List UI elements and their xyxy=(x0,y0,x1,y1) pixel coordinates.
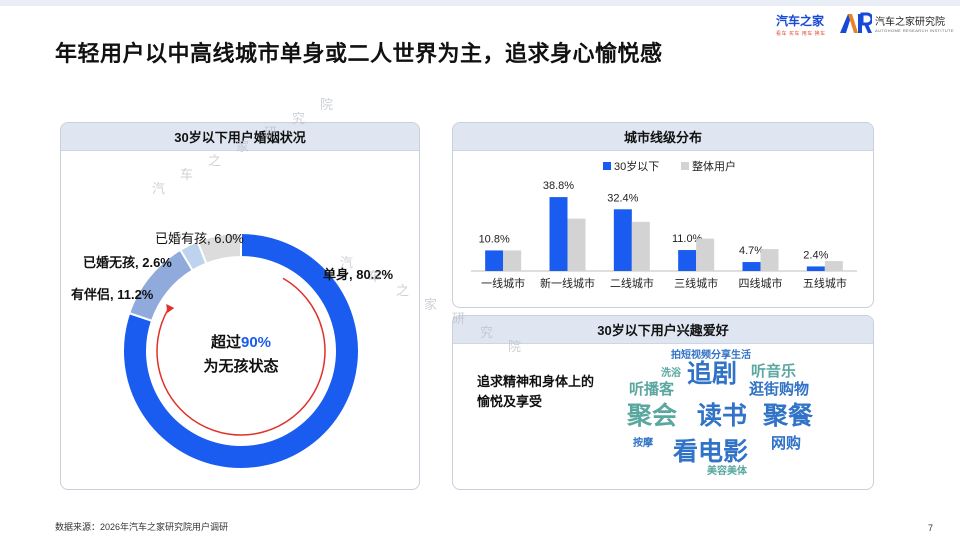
city-tier-header: 城市线级分布 xyxy=(453,123,873,151)
autohome-logo-text: 汽车之家 xyxy=(776,14,825,28)
bar-value-label-3: 11.0% xyxy=(672,233,703,245)
hobby-description-line1: 追求精神和身体上的 xyxy=(477,374,595,389)
institute-name-en: AUTOHOME RESEARCH INSTITUTE xyxy=(875,28,954,33)
word-cloud-term: 听播客 xyxy=(629,380,675,398)
donut-label-single: 单身, 80.2% xyxy=(323,267,394,282)
watermark-char: 院 xyxy=(320,97,334,112)
word-cloud-term: 拍短视频分享生活 xyxy=(671,350,751,361)
donut-center-line2: 为无孩状态 xyxy=(203,357,278,375)
word-cloud-term: 按摩 xyxy=(633,438,653,449)
bar-1-2 xyxy=(631,221,650,271)
research-institute-logo: 汽车之家研究院 AUTOHOME RESEARCH INSTITUTE xyxy=(838,12,954,34)
donut-slice-married-with-child xyxy=(196,231,242,265)
word-cloud-term: 洗浴 xyxy=(661,368,681,379)
autohome-logo-slogan: 看车 买车 用车 换车 xyxy=(776,31,826,37)
word-cloud-term: 网购 xyxy=(771,434,802,452)
x-tick-label-2: 二线城市 xyxy=(610,276,654,290)
bar-1-0 xyxy=(503,250,522,271)
word-cloud-term: 逛街购物 xyxy=(749,380,810,398)
word-cloud-term: 听音乐 xyxy=(751,362,797,380)
bar-0-2 xyxy=(613,209,632,271)
donut-center-line1: 超过90% xyxy=(210,333,271,351)
donut-label-partner: 有伴侣, 11.2% xyxy=(71,287,154,302)
x-tick-label-0: 一线城市 xyxy=(481,276,525,290)
red-arrow-arc xyxy=(156,277,326,436)
bar-0-0 xyxy=(485,250,504,271)
donut-slice-single xyxy=(122,231,360,470)
legend-swatch-1 xyxy=(681,162,689,170)
word-cloud-term: 追剧 xyxy=(687,359,738,388)
legend-label-0: 30岁以下 xyxy=(614,159,659,173)
data-source: 数据来源：2026年汽车之家研究院用户调研 xyxy=(55,522,229,532)
marital-status-header: 30岁以下用户婚姻状况 xyxy=(61,123,419,151)
top-bar xyxy=(0,0,960,6)
hobby-header: 30岁以下用户兴趣爱好 xyxy=(453,316,873,344)
word-cloud-term: 聚餐 xyxy=(763,401,814,430)
page-number: 7 xyxy=(928,523,934,533)
x-tick-label-3: 三线城市 xyxy=(674,276,718,290)
bar-value-label-0: 10.8% xyxy=(479,233,510,245)
page-title: 年轻用户以中高线城市单身或二人世界为主，追求身心愉悦感 xyxy=(55,41,663,66)
donut-label-married-with-child: 已婚有孩, 6.0% xyxy=(155,231,244,246)
donut-label-married-no-child: 已婚无孩, 2.6% xyxy=(83,255,172,270)
bar-1-1 xyxy=(567,218,586,271)
bar-0-5 xyxy=(806,266,825,271)
legend-swatch-0 xyxy=(603,162,611,170)
marital-donut-chart: 单身, 80.2% 有伴侣, 11.2% 已婚无孩, 2.6% 已婚有孩, 6.0% 超… xyxy=(71,231,394,470)
institute-name: 汽车之家研究院 xyxy=(875,17,945,28)
legend-label-1: 整体用户 xyxy=(692,159,736,173)
bar-value-label-2: 32.4% xyxy=(607,192,638,204)
bar-value-label-5: 2.4% xyxy=(803,249,828,261)
bar-0-4 xyxy=(742,262,761,271)
x-tick-label-5: 五线城市 xyxy=(803,276,847,290)
bar-legend: 30岁以下 整体用户 xyxy=(603,159,736,173)
ar-logo-icon xyxy=(840,12,872,33)
bar-0-1 xyxy=(549,197,568,271)
bar-value-label-1: 38.8% xyxy=(543,180,574,192)
bar-1-5 xyxy=(824,261,843,271)
word-cloud-term: 美容美体 xyxy=(707,466,747,477)
word-cloud-term: 看电影 xyxy=(673,437,749,466)
x-tick-label-4: 四线城市 xyxy=(739,276,783,290)
bar-0-3 xyxy=(678,250,697,271)
word-cloud-term: 聚会 xyxy=(627,401,678,430)
city-tier-bar-chart: 30岁以下 整体用户 10.8% 一线城市 38.8% 新一线城市 32.4% 二线城市 11.… xyxy=(471,159,857,290)
bar-1-4 xyxy=(760,249,779,271)
hobby-description-line2: 愉悦及享受 xyxy=(477,394,543,409)
word-cloud-term: 读书 xyxy=(697,401,748,430)
city-tier-panel: 城市线级分布 30岁以下 整体用户 10.8% 一线城市 38.8% 新一线城市 32.4%… xyxy=(452,122,874,308)
bar-value-label-4: 4.7% xyxy=(739,245,764,257)
bar-1-3 xyxy=(696,238,715,271)
hobby-panel: 30岁以下用户兴趣爱好 追求精神和身体上的 愉悦及享受 拍短视频分享生活洗浴 追剧… xyxy=(452,315,874,490)
x-tick-label-1: 新一线城市 xyxy=(540,276,595,290)
red-arrow-head-icon xyxy=(166,304,175,313)
watermark-char: 家 xyxy=(424,297,438,312)
autohome-logo: 汽车之家 看车 买车 用车 换车 xyxy=(776,12,832,37)
marital-status-panel: 30岁以下用户婚姻状况 单身, 80.2% 有伴侣, 11.2% 已婚无孩, 2.6… xyxy=(60,122,420,490)
hobby-description: 追求精神和身体上的 愉悦及享受 xyxy=(477,372,594,412)
